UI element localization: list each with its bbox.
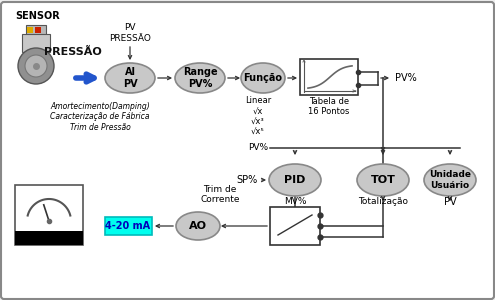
Bar	[27, 27, 33, 33]
Text: PV%: PV%	[248, 143, 268, 152]
Text: MV%: MV%	[284, 197, 306, 206]
Bar	[22, 34, 50, 52]
Text: Trim de
Corrente: Trim de Corrente	[200, 184, 240, 204]
Text: Totalização: Totalização	[358, 197, 408, 206]
Text: PV%: PV%	[395, 73, 417, 83]
Bar	[300, 59, 358, 95]
Text: PV
PRESSÃO: PV PRESSÃO	[109, 23, 151, 43]
Text: AO: AO	[189, 221, 207, 231]
Ellipse shape	[105, 63, 155, 93]
Bar	[35, 27, 41, 33]
Text: Linear
√x
√x³
√x⁵: Linear √x √x³ √x⁵	[245, 96, 271, 136]
Ellipse shape	[357, 164, 409, 196]
Ellipse shape	[176, 212, 220, 240]
Bar	[15, 231, 83, 245]
Text: AI
PV: AI PV	[123, 67, 137, 89]
Text: Unidade
Usuário: Unidade Usuário	[429, 170, 471, 190]
Bar	[15, 185, 83, 245]
Text: TOT: TOT	[371, 175, 396, 185]
Text: SENSOR: SENSOR	[16, 11, 60, 21]
Bar	[26, 25, 46, 35]
Bar	[105, 217, 152, 235]
Ellipse shape	[175, 63, 225, 93]
Circle shape	[25, 55, 47, 77]
Text: Amortecimento(Damping)
Caracterização de Fábrica
Trim de Pressão: Amortecimento(Damping) Caracterização de…	[50, 102, 150, 132]
Circle shape	[18, 48, 54, 84]
Text: PV: PV	[444, 197, 456, 207]
Ellipse shape	[424, 164, 476, 196]
Text: Range
PV%: Range PV%	[183, 67, 217, 89]
Text: SP%: SP%	[237, 175, 258, 185]
Text: PRESSÃO: PRESSÃO	[44, 47, 102, 57]
Text: PID: PID	[284, 175, 306, 185]
Ellipse shape	[241, 63, 285, 93]
Text: 4-20 mA: 4-20 mA	[105, 221, 150, 231]
Ellipse shape	[269, 164, 321, 196]
Text: Tabela de
16 Pontos: Tabela de 16 Pontos	[308, 97, 349, 116]
Text: Função: Função	[244, 73, 283, 83]
Bar	[270, 207, 320, 245]
